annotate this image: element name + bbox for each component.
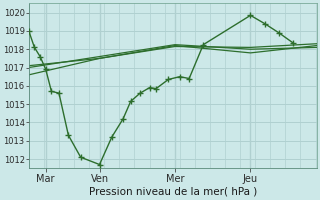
X-axis label: Pression niveau de la mer( hPa ): Pression niveau de la mer( hPa ) [89,187,257,197]
